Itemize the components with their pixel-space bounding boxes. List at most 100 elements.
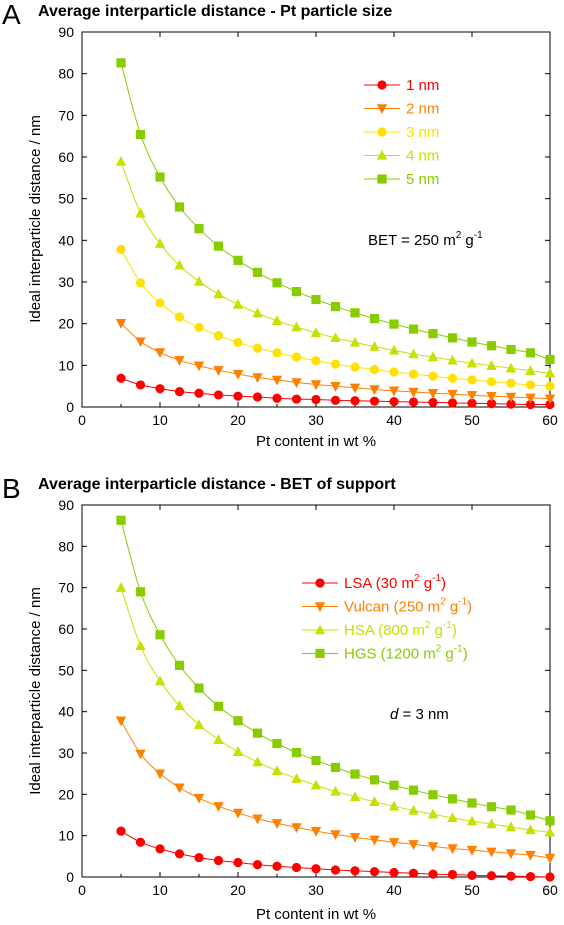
data-point [193,361,205,372]
legend-entry: 2 nm [406,101,439,118]
panel-a-plot-frame [81,31,551,408]
data-point [486,871,497,881]
data-point [486,818,497,829]
legend-sup: 2 [440,597,446,608]
data-point [272,738,282,749]
x-tick-label: 20 [230,412,246,428]
data-point [428,790,438,800]
panel-b-title: Average interparticle distance - BET of … [38,476,396,493]
data-point [272,348,282,358]
legend-text: HSA (800 m [344,622,425,639]
data-point [310,826,322,837]
data-point [350,362,360,372]
data-point [525,871,536,882]
x-tick-label: 40 [386,412,402,428]
data-point [311,394,321,405]
data-point [447,354,458,365]
data-point [544,367,556,378]
x-tick-label: 30 [308,882,324,898]
legend-text: ) [441,575,446,592]
y-tick-label: 50 [58,662,74,678]
data-point [174,660,185,670]
legend-text: HGS (1200 m [344,646,436,663]
data-point [506,805,516,815]
panel-b: B Average interparticle distance - BET o… [2,473,558,923]
data-point [233,391,243,401]
data-point [291,823,302,833]
panel-a-title: Average interparticle distance - Pt part… [38,3,392,20]
data-point [232,808,244,819]
data-point [252,860,263,870]
data-point [349,833,361,843]
data-point [389,396,399,407]
data-point [310,327,322,338]
data-point [213,802,224,812]
data-point [369,835,380,846]
data-point [447,398,458,408]
legend-sup: 2 [436,644,442,655]
legend-text: LSA (30 m [344,575,414,592]
y-tick-label: 70 [58,107,74,123]
y-tick-label: 10 [58,828,74,844]
legend-marker [377,174,387,184]
annotation-bet-text: BET = 250 m [368,232,456,249]
data-point [525,348,536,358]
y-tick-label: 30 [58,745,74,761]
data-point [194,322,204,333]
y-tick-label: 40 [58,232,74,248]
legend-sup: 2 [414,573,420,584]
data-point [174,386,185,397]
y-tick-label: 70 [58,580,74,596]
y-tick-label: 80 [58,538,74,554]
data-point [428,397,438,408]
data-point [369,314,380,324]
data-point [408,785,419,795]
legend-entry: 3 nm [406,124,439,141]
panel-a-legend: 1 nm 2 nm 3 nm 4 nm 5 nm [364,77,439,188]
data-point [291,747,302,758]
legend-text: g [430,622,443,639]
legend-marker [376,149,388,160]
data-point [350,769,360,779]
data-point [252,307,263,318]
data-point [174,783,185,794]
legend-text: g [441,646,454,663]
data-point [155,844,165,854]
x-tick-label: 60 [542,882,558,898]
data-point [213,734,224,744]
data-point [350,308,360,318]
annotation-d-value: = 3 nm [398,706,448,723]
data-point [486,802,497,812]
data-point [155,298,165,308]
annotation-sup-2: 2 [456,230,462,241]
legend-entry: Vulcan (250 m2 g-1) [344,597,472,616]
data-point [154,769,166,780]
data-point [408,397,419,407]
data-point [194,683,204,693]
data-point [506,399,516,409]
data-point [135,640,146,651]
data-point [545,381,555,391]
data-point [506,378,516,388]
data-point [389,319,399,329]
data-point [525,810,536,820]
data-point [545,816,555,826]
data-point [252,343,263,353]
data-point [291,862,302,873]
legend-text: g [446,599,459,616]
data-point [174,356,185,366]
legend-entry: HGS (1200 m2 g-1) [344,644,468,663]
data-point [505,362,517,373]
legend-marker [376,104,388,115]
y-tick-label: 10 [58,357,74,373]
data-point [427,351,439,362]
data-point [467,798,477,808]
data-point [135,129,146,140]
x-tick-label: 20 [230,882,246,898]
data-point [506,344,516,355]
data-point [389,780,399,790]
data-point [193,719,205,730]
data-point [486,391,497,402]
data-point [116,826,126,836]
